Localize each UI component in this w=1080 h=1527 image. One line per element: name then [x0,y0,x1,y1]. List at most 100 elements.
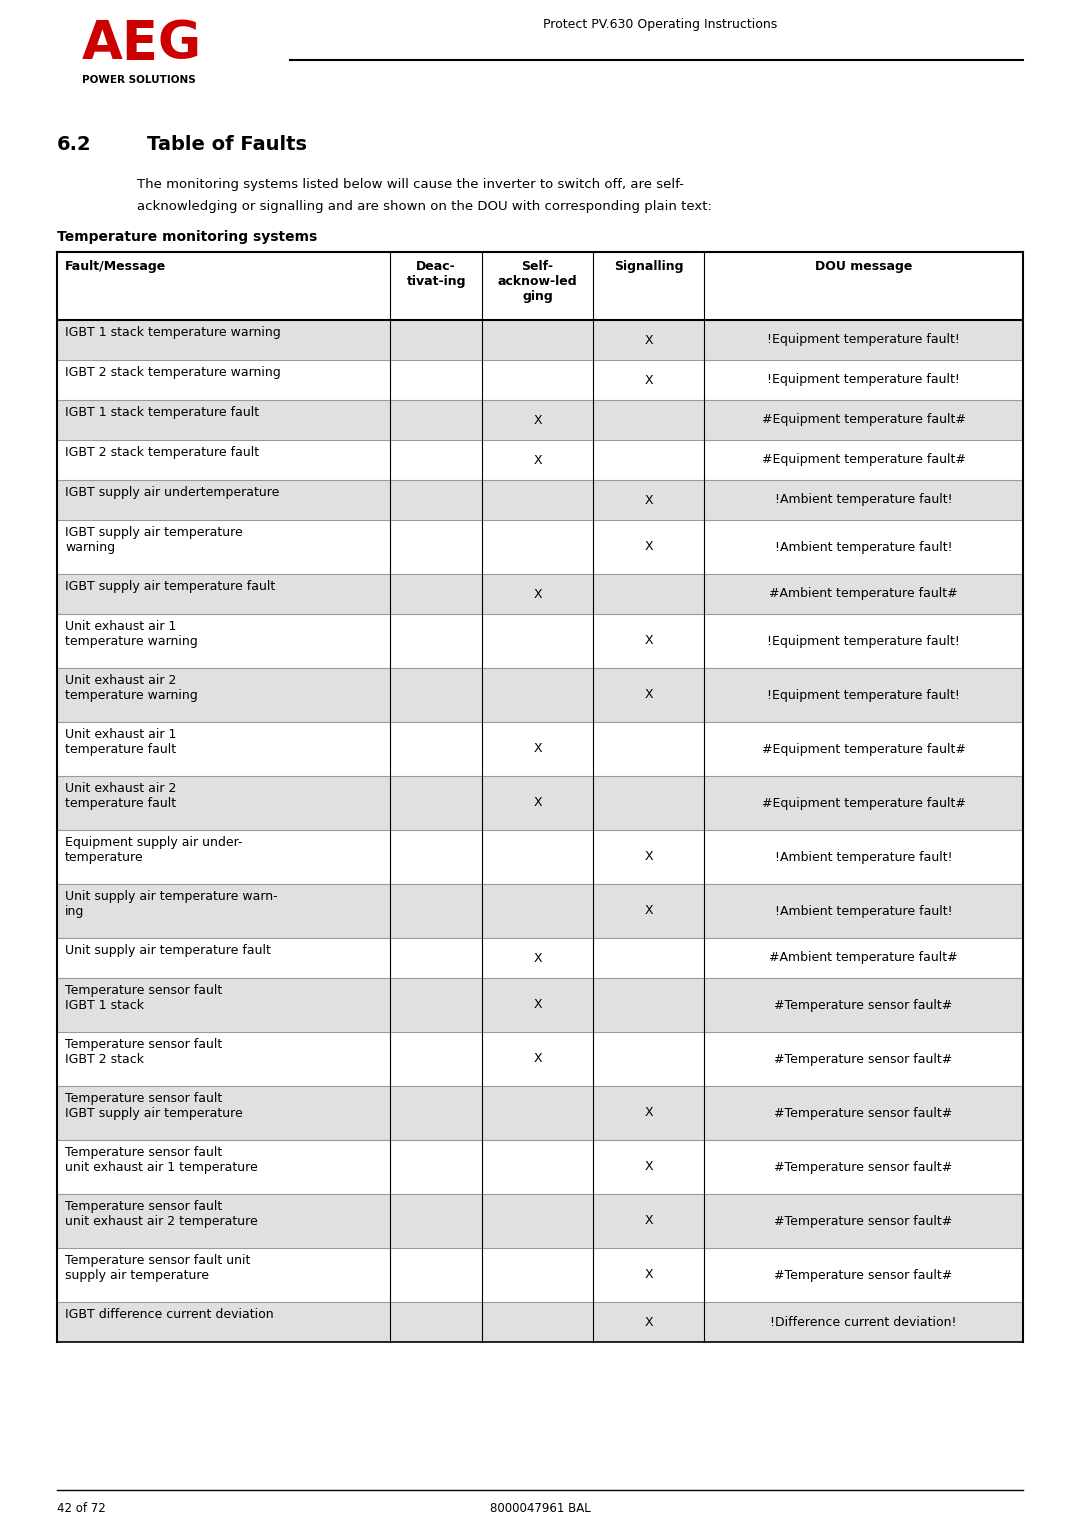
Text: Unit supply air temperature warn-
ing: Unit supply air temperature warn- ing [65,890,278,918]
Text: X: X [645,541,653,553]
Text: !Ambient temperature fault!: !Ambient temperature fault! [774,541,953,553]
Text: IGBT supply air temperature fault: IGBT supply air temperature fault [65,580,275,592]
Bar [57,938,1023,977]
Text: 6.2: 6.2 [57,134,92,154]
Text: acknowledging or signalling and are shown on the DOU with corresponding plain te: acknowledging or signalling and are show… [137,200,712,212]
Text: X: X [645,904,653,918]
Bar [57,360,1023,400]
Text: Protect PV.630 Operating Instructions: Protect PV.630 Operating Instructions [543,18,778,31]
Text: X: X [645,1107,653,1119]
Text: Unit exhaust air 2
temperature warning: Unit exhaust air 2 temperature warning [65,673,198,702]
Text: X: X [534,1052,542,1066]
Text: !Ambient temperature fault!: !Ambient temperature fault! [774,851,953,863]
Text: #Ambient temperature fault#: #Ambient temperature fault# [769,588,958,600]
Bar [57,1086,1023,1141]
Bar [57,977,1023,1032]
Text: X: X [645,1161,653,1174]
Bar [57,321,1023,360]
Text: IGBT 2 stack temperature warning: IGBT 2 stack temperature warning [65,366,281,379]
Bar [57,1248,1023,1303]
Text: X: X [534,588,542,600]
Bar [57,574,1023,614]
Bar [57,831,1023,884]
Text: X: X [534,999,542,1011]
Text: IGBT difference current deviation: IGBT difference current deviation [65,1309,273,1321]
Bar [57,521,1023,574]
Text: !Ambient temperature fault!: !Ambient temperature fault! [774,493,953,507]
Text: Unit supply air temperature fault: Unit supply air temperature fault [65,944,271,957]
Bar [57,884,1023,938]
Text: X: X [534,454,542,467]
Text: IGBT supply air temperature
warning: IGBT supply air temperature warning [65,525,243,554]
Bar [57,252,1023,321]
Text: Temperature sensor fault
unit exhaust air 2 temperature: Temperature sensor fault unit exhaust ai… [65,1200,258,1228]
Bar [57,1141,1023,1194]
Text: Signalling: Signalling [613,260,684,273]
Text: !Equipment temperature fault!: !Equipment temperature fault! [767,333,960,347]
Text: #Equipment temperature fault#: #Equipment temperature fault# [761,742,966,756]
Text: X: X [645,1269,653,1281]
Text: 8000047961 BAL: 8000047961 BAL [489,1503,591,1515]
Text: Temperature sensor fault
IGBT supply air temperature: Temperature sensor fault IGBT supply air… [65,1092,243,1119]
Bar [57,667,1023,722]
Text: #Equipment temperature fault#: #Equipment temperature fault# [761,414,966,426]
Text: #Temperature sensor fault#: #Temperature sensor fault# [774,999,953,1011]
Text: #Equipment temperature fault#: #Equipment temperature fault# [761,454,966,467]
Text: !Equipment temperature fault!: !Equipment temperature fault! [767,689,960,701]
Text: !Equipment temperature fault!: !Equipment temperature fault! [767,635,960,647]
Text: DOU message: DOU message [815,260,913,273]
Text: Equipment supply air under-
temperature: Equipment supply air under- temperature [65,835,243,864]
Text: 42 of 72: 42 of 72 [57,1503,106,1515]
Text: Temperature sensor fault
IGBT 1 stack: Temperature sensor fault IGBT 1 stack [65,983,222,1012]
Text: POWER SOLUTIONS: POWER SOLUTIONS [82,75,195,86]
Text: IGBT 2 stack temperature fault: IGBT 2 stack temperature fault [65,446,259,460]
Bar [57,722,1023,776]
Text: #Temperature sensor fault#: #Temperature sensor fault# [774,1052,953,1066]
Text: Unit exhaust air 1
temperature warning: Unit exhaust air 1 temperature warning [65,620,198,647]
Bar [57,440,1023,479]
Text: Temperature sensor fault
IGBT 2 stack: Temperature sensor fault IGBT 2 stack [65,1038,222,1066]
Bar [57,1032,1023,1086]
Text: X: X [645,635,653,647]
Text: X: X [534,742,542,756]
Text: Table of Faults: Table of Faults [147,134,307,154]
Text: !Ambient temperature fault!: !Ambient temperature fault! [774,904,953,918]
Text: !Equipment temperature fault!: !Equipment temperature fault! [767,374,960,386]
Text: X: X [645,493,653,507]
Text: X: X [534,951,542,965]
Text: X: X [645,333,653,347]
Text: IGBT 1 stack temperature warning: IGBT 1 stack temperature warning [65,325,281,339]
Text: AEG: AEG [82,18,202,70]
Bar [57,1194,1023,1248]
Text: #Temperature sensor fault#: #Temperature sensor fault# [774,1269,953,1281]
Text: X: X [645,689,653,701]
Text: Temperature sensor fault unit
supply air temperature: Temperature sensor fault unit supply air… [65,1254,251,1283]
Bar [57,1303,1023,1342]
Text: The monitoring systems listed below will cause the inverter to switch off, are s: The monitoring systems listed below will… [137,179,684,191]
Text: Temperature monitoring systems: Temperature monitoring systems [57,231,318,244]
Text: X: X [534,414,542,426]
Text: Unit exhaust air 2
temperature fault: Unit exhaust air 2 temperature fault [65,782,176,809]
Text: Temperature sensor fault
unit exhaust air 1 temperature: Temperature sensor fault unit exhaust ai… [65,1145,258,1174]
Text: IGBT 1 stack temperature fault: IGBT 1 stack temperature fault [65,406,259,418]
Bar [57,614,1023,667]
Text: X: X [645,851,653,863]
Text: #Equipment temperature fault#: #Equipment temperature fault# [761,797,966,809]
Text: #Ambient temperature fault#: #Ambient temperature fault# [769,951,958,965]
Text: X: X [645,374,653,386]
Text: #Temperature sensor fault#: #Temperature sensor fault# [774,1107,953,1119]
Text: Fault/Message: Fault/Message [65,260,166,273]
Bar [57,479,1023,521]
Text: X: X [645,1315,653,1328]
Text: #Temperature sensor fault#: #Temperature sensor fault# [774,1214,953,1228]
Text: IGBT supply air undertemperature: IGBT supply air undertemperature [65,486,280,499]
Text: X: X [645,1214,653,1228]
Bar [57,776,1023,831]
Text: Unit exhaust air 1
temperature fault: Unit exhaust air 1 temperature fault [65,728,176,756]
Text: Deac-
tivat-ing: Deac- tivat-ing [406,260,465,289]
Text: #Temperature sensor fault#: #Temperature sensor fault# [774,1161,953,1174]
Text: !Difference current deviation!: !Difference current deviation! [770,1315,957,1328]
Text: X: X [534,797,542,809]
Text: Self-
acknow-led
ging: Self- acknow-led ging [498,260,578,302]
Bar [57,400,1023,440]
